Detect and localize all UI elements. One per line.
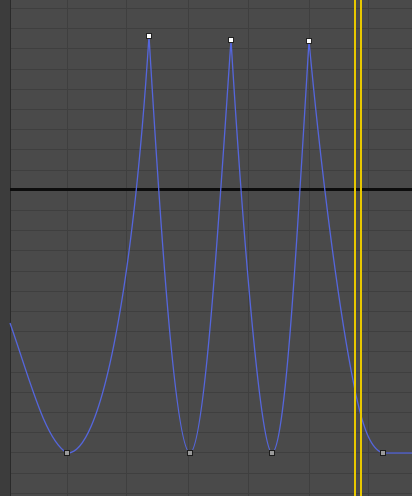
keyframe-4-key-icon[interactable] [269, 450, 275, 456]
keyframe-3-key-icon[interactable] [228, 37, 234, 43]
animation-curve[interactable] [9, 35, 412, 454]
time-slider[interactable] [354, 0, 362, 496]
left-gutter [0, 0, 10, 496]
keyframes-layer[interactable] [64, 33, 386, 456]
keyframe-2-key-icon[interactable] [187, 450, 193, 456]
keyframe-5-key-icon[interactable] [306, 38, 312, 44]
keyframe-6-key-icon[interactable] [380, 450, 386, 456]
keyframe-0-key-icon[interactable] [64, 450, 70, 456]
keyframe-1-key-icon[interactable] [146, 33, 152, 39]
